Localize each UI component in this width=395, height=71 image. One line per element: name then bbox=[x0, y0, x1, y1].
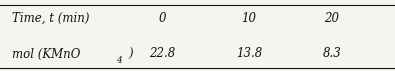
Text: 0: 0 bbox=[158, 12, 166, 25]
Text: ): ) bbox=[128, 47, 133, 60]
Text: 4: 4 bbox=[117, 56, 122, 65]
Text: mol (KMnO: mol (KMnO bbox=[12, 47, 80, 60]
Text: 8.3: 8.3 bbox=[322, 47, 341, 60]
Text: Time, t (min): Time, t (min) bbox=[12, 12, 89, 25]
Text: 22.8: 22.8 bbox=[149, 47, 175, 60]
Text: 10: 10 bbox=[241, 12, 256, 25]
Text: 13.8: 13.8 bbox=[236, 47, 262, 60]
Text: 20: 20 bbox=[324, 12, 339, 25]
